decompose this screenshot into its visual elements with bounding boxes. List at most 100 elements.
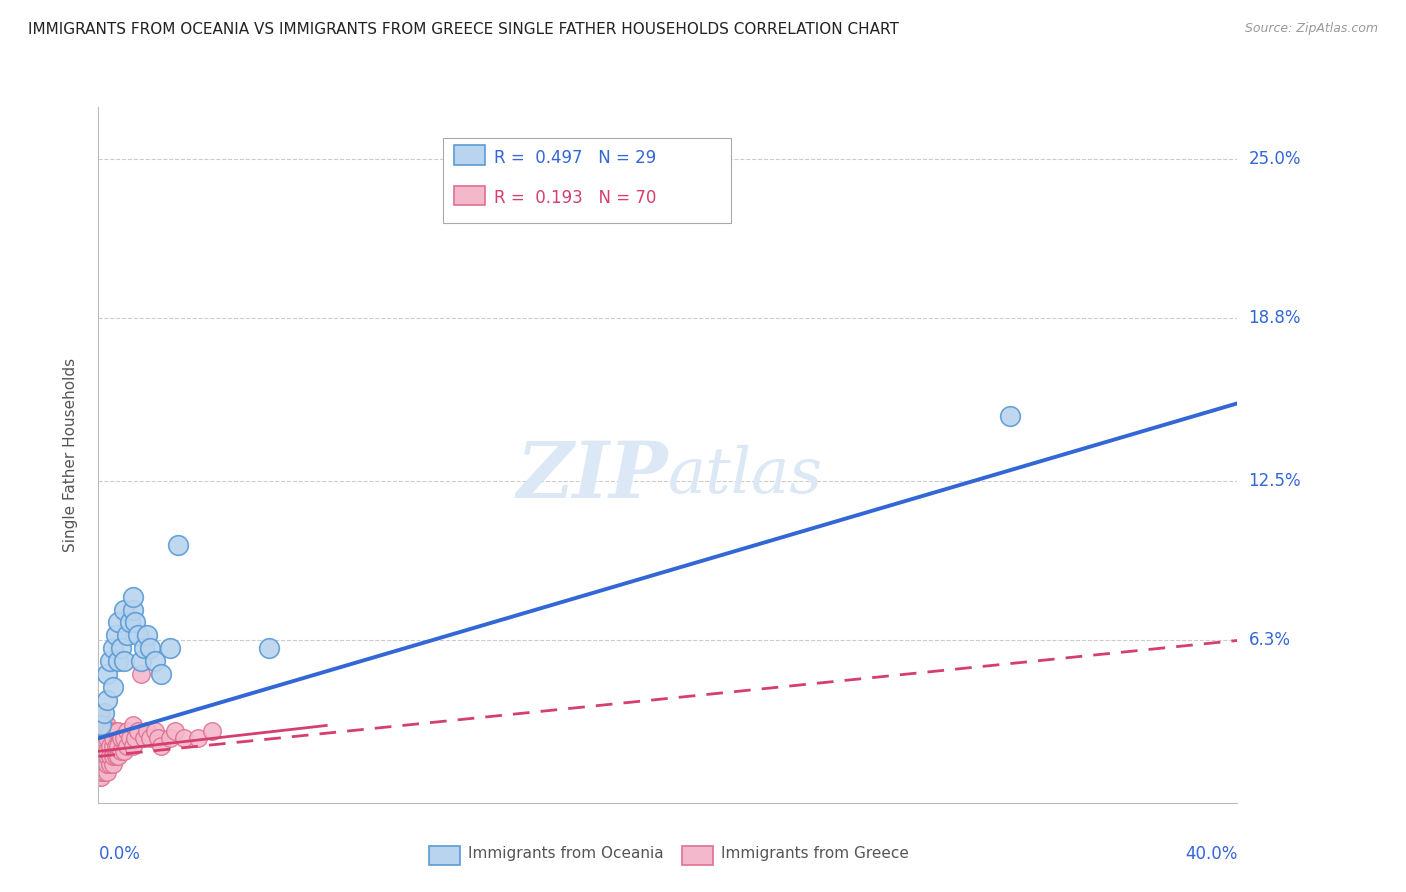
Point — [96, 692, 118, 706]
Point — [104, 739, 127, 753]
Point — [93, 764, 115, 779]
Point — [96, 718, 118, 732]
Point — [101, 641, 124, 656]
Point — [110, 641, 132, 656]
Point — [115, 723, 138, 738]
Point — [127, 628, 149, 642]
Point — [87, 757, 110, 772]
Point — [132, 641, 155, 656]
Point — [96, 757, 118, 772]
Text: Source: ZipAtlas.com: Source: ZipAtlas.com — [1244, 22, 1378, 36]
Point — [150, 667, 173, 681]
Text: R =  0.497   N = 29: R = 0.497 N = 29 — [494, 149, 655, 167]
Point — [90, 718, 112, 732]
Point — [112, 602, 135, 616]
Point — [129, 654, 152, 668]
Point — [101, 757, 124, 772]
Point — [90, 731, 112, 746]
Point — [145, 723, 167, 738]
Text: 40.0%: 40.0% — [1185, 845, 1237, 863]
Point — [148, 731, 170, 746]
Point — [90, 749, 112, 764]
Point — [167, 538, 190, 552]
Point — [112, 731, 135, 746]
Point — [165, 723, 187, 738]
Text: 0.0%: 0.0% — [98, 845, 141, 863]
Point — [87, 770, 110, 784]
Point — [110, 731, 132, 746]
Text: Immigrants from Greece: Immigrants from Greece — [721, 846, 910, 861]
Point — [96, 764, 118, 779]
Point — [121, 590, 143, 604]
Point — [138, 731, 160, 746]
Point — [93, 757, 115, 772]
Point — [135, 723, 157, 738]
Point — [127, 723, 149, 738]
Point — [115, 739, 138, 753]
Y-axis label: Single Father Households: Single Father Households — [63, 358, 77, 552]
Point — [90, 764, 112, 779]
Point — [96, 667, 118, 681]
Point — [93, 739, 115, 753]
Point — [90, 706, 112, 720]
Point — [90, 757, 112, 772]
Point — [90, 739, 112, 753]
Point — [121, 602, 143, 616]
Point — [93, 731, 115, 746]
Point — [87, 723, 110, 738]
Point — [87, 744, 110, 758]
Point — [110, 744, 132, 758]
Point — [107, 723, 129, 738]
Point — [87, 764, 110, 779]
Text: 25.0%: 25.0% — [1249, 150, 1301, 168]
Point — [90, 718, 112, 732]
Point — [187, 731, 209, 746]
Point — [107, 654, 129, 668]
Point — [145, 654, 167, 668]
Point — [135, 628, 157, 642]
Point — [150, 739, 173, 753]
Point — [87, 731, 110, 746]
Point — [121, 718, 143, 732]
Point — [201, 723, 224, 738]
Point — [107, 749, 129, 764]
Point — [104, 749, 127, 764]
Text: ZIP: ZIP — [516, 438, 668, 514]
Text: IMMIGRANTS FROM OCEANIA VS IMMIGRANTS FROM GREECE SINGLE FATHER HOUSEHOLDS CORRE: IMMIGRANTS FROM OCEANIA VS IMMIGRANTS FR… — [28, 22, 898, 37]
Point — [115, 628, 138, 642]
Point — [98, 739, 121, 753]
Point — [93, 718, 115, 732]
Point — [90, 744, 112, 758]
Point — [121, 739, 143, 753]
Point — [96, 731, 118, 746]
Text: 6.3%: 6.3% — [1249, 632, 1291, 649]
Point — [87, 749, 110, 764]
Point — [159, 731, 181, 746]
Point — [93, 706, 115, 720]
Point — [138, 641, 160, 656]
Text: R =  0.193   N = 70: R = 0.193 N = 70 — [494, 189, 655, 207]
Point — [90, 723, 112, 738]
Text: Immigrants from Oceania: Immigrants from Oceania — [468, 846, 664, 861]
Text: 18.8%: 18.8% — [1249, 310, 1301, 327]
Point — [93, 749, 115, 764]
Point — [998, 409, 1021, 424]
Point — [112, 744, 135, 758]
Point — [124, 731, 146, 746]
Point — [101, 680, 124, 694]
Point — [96, 744, 118, 758]
Point — [107, 615, 129, 630]
Point — [132, 731, 155, 746]
Point — [98, 749, 121, 764]
Point — [118, 615, 141, 630]
Point — [259, 641, 281, 656]
Point — [96, 749, 118, 764]
Point — [101, 749, 124, 764]
Point — [104, 628, 127, 642]
Text: 12.5%: 12.5% — [1249, 472, 1301, 490]
Point — [159, 641, 181, 656]
Point — [98, 723, 121, 738]
Point — [104, 723, 127, 738]
Text: atlas: atlas — [668, 445, 823, 507]
Point — [112, 654, 135, 668]
